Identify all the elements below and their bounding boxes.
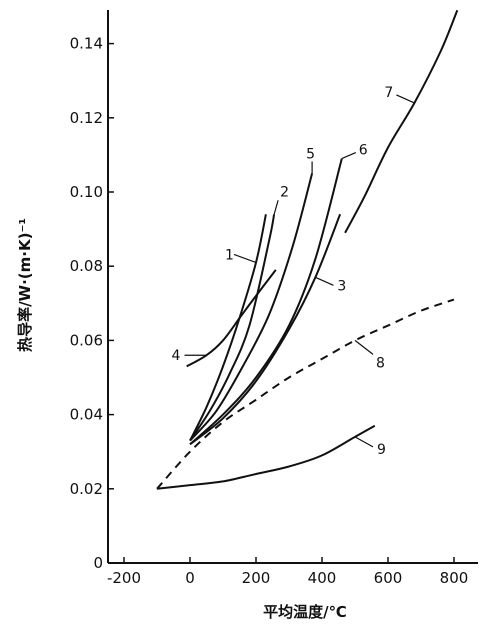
x-tick-label: 600 — [374, 569, 403, 587]
series-9-label: 9 — [377, 442, 386, 458]
series-5-line — [189, 173, 314, 442]
curves — [156, 9, 459, 490]
series-9-line — [156, 424, 376, 490]
y-tick-label: 0 — [93, 554, 103, 572]
ticks: -200 0 200 400 600 80000.020.040.060.080.100.… — [70, 35, 469, 587]
series-7-leader — [396, 94, 415, 104]
axes — [107, 10, 478, 564]
series-4-label: 4 — [172, 348, 181, 364]
series-2-leader — [273, 200, 279, 215]
y-tick-label: 0.08 — [70, 257, 103, 275]
y-tick-label: 0.04 — [70, 406, 103, 424]
series-6-line — [189, 158, 343, 446]
series-8-leader — [354, 339, 374, 355]
series-2-label: 2 — [280, 184, 289, 200]
series-1-line — [189, 214, 267, 442]
x-tick-label: -200 — [107, 569, 141, 587]
series-8-line — [156, 298, 455, 490]
series-8-label: 8 — [376, 355, 385, 371]
y-tick-label: 0.02 — [70, 480, 103, 498]
y-tick-label: 0.10 — [70, 183, 103, 201]
x-tick-label: 800 — [440, 569, 469, 587]
y-tick-label: 0.06 — [70, 331, 103, 349]
series-3-label: 3 — [337, 278, 346, 294]
series-7-line — [344, 9, 459, 234]
series-3-line — [189, 213, 342, 446]
series-labels: 1 2 3 4 5 6 7 8 9 — [172, 85, 415, 458]
y-axis-label: 热导率/W·(m·K)⁻¹ — [16, 218, 34, 352]
series-3-leader — [315, 276, 334, 286]
series-2-line — [189, 214, 276, 442]
series-6-label: 6 — [359, 143, 368, 159]
series-1-leader — [233, 253, 257, 264]
series-4-line — [186, 269, 277, 368]
series-6-leader — [341, 152, 357, 160]
series-1-label: 1 — [225, 247, 234, 263]
y-tick-label: 0.14 — [70, 35, 103, 53]
series-5-label: 5 — [306, 146, 315, 162]
y-tick-label: 0.12 — [70, 109, 103, 127]
series-7-label: 7 — [384, 85, 393, 101]
x-tick-label: 200 — [242, 569, 271, 587]
x-tick-label: 0 — [185, 569, 195, 587]
series-9-leader — [354, 436, 374, 448]
x-axis-label: 平均温度/℃ — [263, 603, 347, 621]
x-tick-label: 400 — [308, 569, 337, 587]
